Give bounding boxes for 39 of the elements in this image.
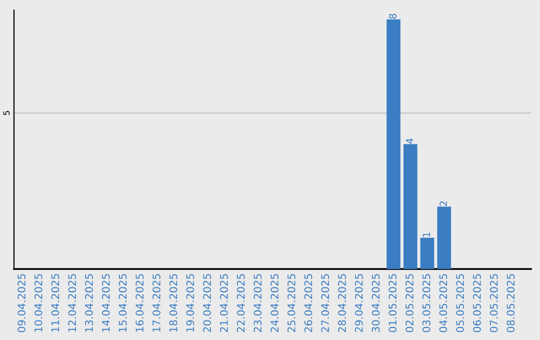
- bar: [437, 206, 452, 269]
- x-tick-label: 06.05.2025: [473, 274, 481, 332]
- x-tick-label: 11.04.2025: [51, 274, 60, 332]
- x-tick-label: 17.04.2025: [152, 274, 160, 332]
- x-tick-label: 24.04.2025: [270, 274, 278, 332]
- x-tick-label: 14.04.2025: [102, 274, 110, 332]
- x-tick-label: 10.04.2025: [34, 274, 42, 332]
- data-label: 4: [406, 138, 414, 144]
- x-tick-label: 08.05.2025: [506, 274, 515, 332]
- x-tick-label: 12.04.2025: [68, 274, 76, 332]
- data-label: 2: [440, 201, 447, 206]
- x-tick-label: 18.04.2025: [169, 274, 178, 332]
- x-tick-label: 23.04.2025: [254, 274, 262, 332]
- bar: [420, 238, 434, 269]
- x-tick-label: 26.04.2025: [304, 274, 312, 332]
- x-tick-label: 07.05.2025: [490, 274, 498, 332]
- x-tick-label: 09.04.2025: [18, 274, 26, 332]
- x-tick-label: 15.04.2025: [118, 274, 127, 332]
- x-tick-label: 29.04.2025: [354, 274, 363, 332]
- x-tick-label: 27.04.2025: [321, 274, 330, 332]
- x-tick-label: 20.04.2025: [203, 274, 212, 332]
- x-tick-label: 13.04.2025: [85, 274, 93, 332]
- data-label: 1: [422, 232, 430, 237]
- x-tick-label: 25.04.2025: [287, 274, 296, 332]
- x-tick-label: 22.04.2025: [236, 274, 245, 332]
- x-tick-label: 30.04.2025: [372, 274, 380, 332]
- bar: [403, 144, 418, 269]
- data-label: 8: [388, 14, 396, 19]
- x-tick-label: 05.05.2025: [456, 274, 464, 332]
- x-tick-label: 16.04.2025: [136, 274, 144, 332]
- x-tick-label: 01.05.2025: [388, 274, 397, 332]
- bar: [386, 19, 400, 269]
- x-tick-label: 03.05.2025: [422, 274, 430, 332]
- x-tick-label: 19.04.2025: [186, 274, 194, 332]
- x-tick-label: 21.04.2025: [220, 274, 228, 332]
- x-tick-label: 02.05.2025: [406, 274, 414, 332]
- y-tick-label: 5: [3, 111, 10, 115]
- x-tick-label: 04.05.2025: [439, 274, 448, 332]
- x-tick-label: 28.04.2025: [338, 274, 346, 332]
